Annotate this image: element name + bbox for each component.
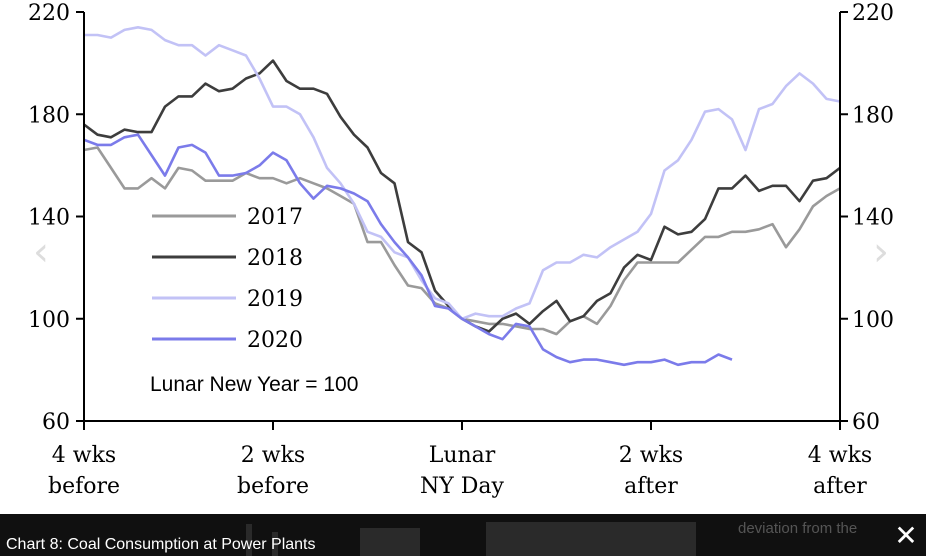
chart-annotation: Lunar New Year = 100 (150, 373, 358, 396)
y-tick-label-right: 220 (852, 1, 894, 26)
chart-svg: 60 60 100 100 140 140 180 180 220 220 4 wks before 2… (28, 1, 894, 499)
y-tick-label-right: 60 (852, 410, 880, 435)
x-tick-label: before (48, 474, 120, 499)
legend-label-2017: 2017 (247, 205, 303, 230)
y-tick-label-right: 140 (852, 206, 894, 231)
background-bar (246, 524, 252, 556)
chart-caption: Chart 8: Coal Consumption at Power Plant… (6, 536, 316, 553)
legend-backdrop (244, 321, 308, 355)
background-bar (272, 532, 278, 556)
y-tick-label-left: 100 (28, 308, 70, 333)
close-icon[interactable]: ✕ (894, 519, 918, 552)
background-bar (486, 522, 696, 556)
series-line-2020 (83, 133, 733, 367)
y-tick-label-left: 60 (42, 410, 70, 435)
x-tick-label: after (813, 474, 867, 499)
y-tick-label-right: 100 (852, 308, 894, 333)
y-tick-label-right: 180 (852, 103, 894, 128)
x-tick-label: 2 wks (619, 443, 683, 468)
x-tick-label: after (624, 474, 678, 499)
legend-label-2019: 2019 (247, 287, 303, 312)
x-tick-label: NY Day (420, 474, 505, 499)
legend-backdrop (244, 239, 308, 273)
caption-bar: deviation from the Chart 8: Coal Consump… (0, 514, 926, 556)
legend-backdrop (244, 280, 308, 314)
legend-label-2020: 2020 (247, 328, 303, 353)
x-tick-label: 4 wks (52, 443, 116, 468)
caption-background-text: deviation from the (738, 520, 858, 537)
y-tick-label-left: 180 (28, 103, 70, 128)
x-tick-label: before (237, 474, 309, 499)
x-tick-label: 4 wks (808, 443, 872, 468)
legend-label-2018: 2018 (247, 246, 303, 271)
chart: 60 60 100 100 140 140 180 180 220 220 4 wks before 2… (28, 1, 894, 499)
background-bar (360, 528, 420, 556)
x-tick-label: Lunar (429, 443, 496, 468)
legend-backdrop (244, 198, 308, 232)
chevron-left-icon[interactable]: ‹ (33, 229, 49, 275)
chevron-right-icon[interactable]: › (873, 229, 889, 275)
y-tick-label-left: 140 (28, 206, 70, 231)
y-tick-label-left: 220 (28, 1, 70, 26)
x-tick-label: 2 wks (241, 443, 305, 468)
